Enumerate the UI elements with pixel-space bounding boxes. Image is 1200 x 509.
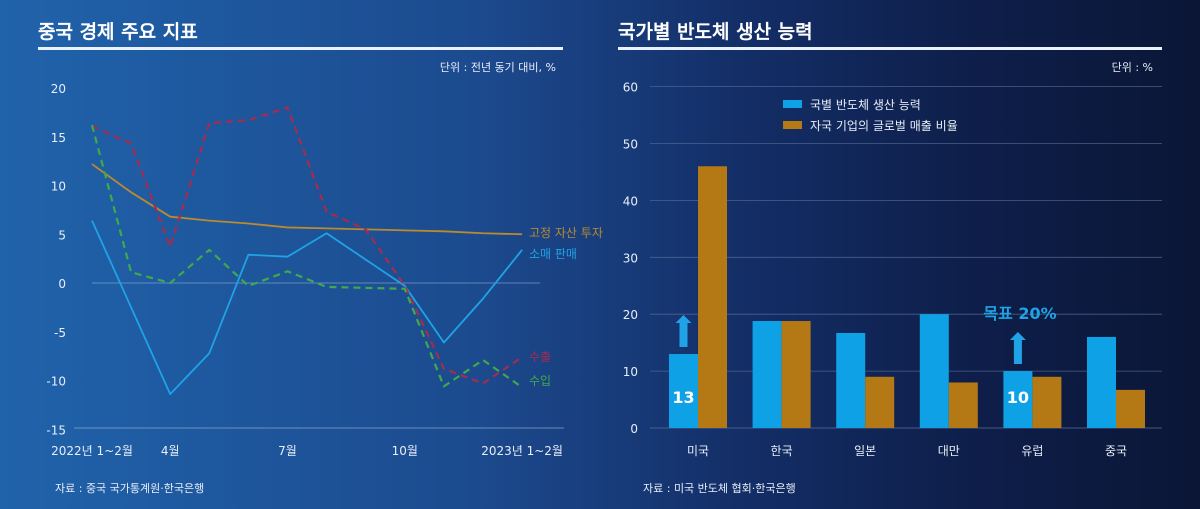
- left-y-tick-label: 15: [51, 131, 66, 145]
- right-bar-capacity: [1087, 336, 1116, 428]
- left-series-label: 소매 판매: [529, 247, 577, 261]
- legend-swatch: [783, 100, 802, 108]
- right-bar-sales: [698, 166, 727, 428]
- right-bar-sales: [865, 376, 895, 428]
- bar-data-label: 10: [1007, 388, 1029, 407]
- right-bar-sales: [948, 382, 978, 428]
- left-series-line-4: [90, 124, 523, 389]
- right-bar-sales: [1116, 389, 1145, 428]
- target-annotation: 목표 20%: [983, 304, 1056, 323]
- right-x-tick-label: 한국: [771, 444, 793, 458]
- right-title-underline: [618, 47, 1162, 50]
- bar-data-label: 13: [672, 388, 694, 407]
- legend-label: 국별 반도체 생산 능력: [810, 98, 921, 112]
- right-y-tick-label: 10: [623, 365, 638, 379]
- left-y-tick-label: 5: [58, 228, 66, 242]
- left-x-tick-label: 2022년 1~2월: [51, 444, 133, 458]
- right-bar-sales: [781, 321, 811, 428]
- right-bar-capacity: [1003, 371, 1033, 428]
- right-y-tick-label: 20: [623, 308, 638, 322]
- legend-label: 자국 기업의 글로벌 매출 비율: [810, 119, 958, 133]
- up-arrow-icon: [675, 315, 692, 347]
- right-y-tick-label: 30: [623, 251, 638, 265]
- right-y-tick-label: 60: [623, 81, 638, 95]
- right-x-tick-label: 유럽: [1021, 444, 1043, 458]
- right-x-tick-label: 중국: [1105, 444, 1127, 458]
- left-y-tick-label: -5: [54, 326, 66, 340]
- left-x-tick-label: 7월: [278, 444, 297, 458]
- right-bar-capacity: [669, 354, 698, 428]
- left-series-line-2: [91, 220, 523, 396]
- right-chart-title: 국가별 반도체 생산 능력: [618, 21, 813, 43]
- right-bar-capacity: [836, 332, 866, 428]
- left-y-tick-label: 0: [58, 277, 66, 291]
- left-chart-title: 중국 경제 주요 지표: [38, 21, 198, 43]
- right-source-note: 자료 : 미국 반도체 협회·한국은행: [643, 482, 796, 495]
- right-unit-note: 단위 : %: [1112, 61, 1153, 74]
- left-x-tick-label: 10월: [392, 444, 418, 458]
- left-y-tick-label: 10: [51, 180, 66, 194]
- left-unit-note: 단위 : 전년 동기 대비, %: [440, 61, 556, 74]
- right-x-tick-label: 미국: [687, 444, 709, 458]
- left-series-line-1: [91, 163, 523, 236]
- left-series-line-3: [91, 106, 523, 385]
- right-y-tick-label: 50: [623, 138, 638, 152]
- right-y-tick-label: 0: [630, 422, 638, 436]
- left-series-label: 수입: [529, 374, 551, 388]
- left-y-tick-label: -10: [46, 375, 66, 389]
- right-bar-capacity: [752, 321, 782, 428]
- up-arrow-icon: [1009, 332, 1026, 364]
- left-y-tick-label: -15: [46, 423, 66, 437]
- right-x-tick-label: 대만: [938, 444, 960, 458]
- right-x-tick-label: 일본: [854, 444, 876, 458]
- right-bar-capacity: [919, 314, 949, 428]
- right-bar-sales: [1032, 376, 1062, 428]
- left-y-tick-label: 20: [51, 82, 66, 96]
- left-x-tick-label: 2023년 1~2월: [481, 444, 563, 458]
- left-series-label: 고정 자산 투자: [529, 226, 603, 240]
- left-x-tick-label: 4월: [161, 444, 180, 458]
- legend-swatch: [783, 121, 802, 129]
- right-y-tick-label: 40: [623, 194, 638, 208]
- left-source-note: 자료 : 중국 국가통계원·한국은행: [55, 482, 204, 495]
- left-series-label: 수출: [529, 350, 551, 364]
- left-title-underline: [38, 47, 563, 50]
